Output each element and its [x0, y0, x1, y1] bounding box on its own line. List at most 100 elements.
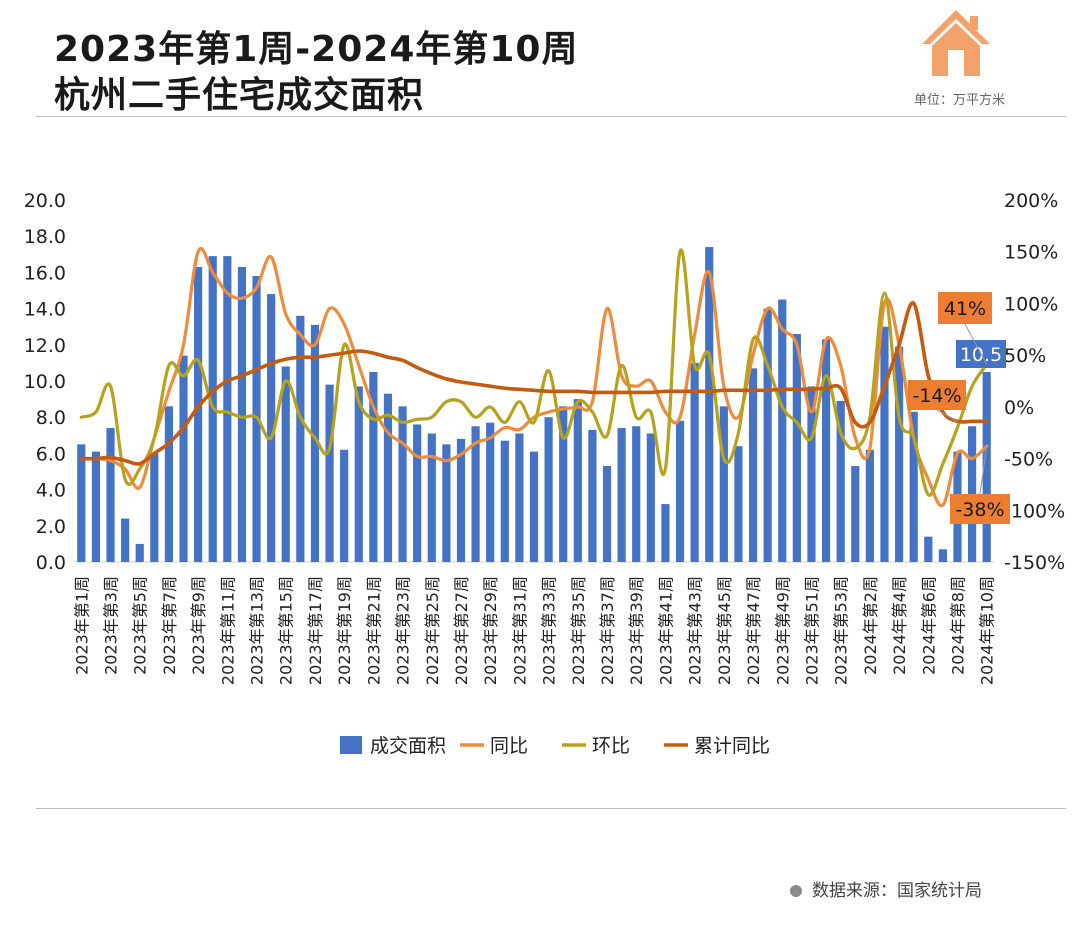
- y-right-tick-label: -50%: [1004, 449, 1053, 471]
- bar-chengjiao-mianji: [281, 366, 290, 562]
- bar-chengjiao-mianji: [646, 433, 655, 562]
- bar-chengjiao-mianji: [807, 386, 816, 562]
- bar-chengjiao-mianji: [544, 417, 553, 562]
- bar-chengjiao-mianji: [325, 384, 334, 562]
- x-tick-label: 2024年第2周: [861, 576, 880, 675]
- bar-chengjiao-mianji: [588, 429, 597, 562]
- y-right-tick-label: 150%: [1004, 242, 1058, 264]
- data-label-leader: [979, 446, 988, 495]
- unit-label: 单位：万平方米: [914, 93, 1006, 108]
- bar-chengjiao-mianji: [559, 406, 568, 562]
- bar-chengjiao-mianji: [792, 333, 801, 562]
- bar-chengjiao-mianji: [675, 420, 685, 562]
- y-right-tick-label: 0%: [1004, 397, 1034, 419]
- data-label-leader: [964, 323, 988, 365]
- bar-chengjiao-mianji: [383, 393, 393, 562]
- bar-chengjiao-mianji: [602, 466, 612, 562]
- bar-chengjiao-mianji: [164, 406, 174, 562]
- line-leiji-tongbi: [79, 301, 989, 466]
- x-tick-label: 2023年第53周: [832, 576, 851, 685]
- bar-chengjiao-mianji: [909, 411, 918, 562]
- bar-chengjiao-mianji: [734, 446, 743, 562]
- chart-title-line-2: 杭州二手住宅成交面积: [54, 75, 425, 116]
- data-label: 41%: [944, 298, 986, 320]
- x-tick-label: 2023年第15周: [277, 576, 296, 685]
- x-tick-label: 2023年第41周: [656, 576, 675, 685]
- bar-chengjiao-mianji: [237, 266, 247, 562]
- data-label: -14%: [912, 385, 961, 407]
- bar-chengjiao-mianji: [135, 543, 144, 562]
- header-divider: [36, 116, 1066, 117]
- bar-chengjiao-mianji: [310, 324, 320, 562]
- x-tick-label: 2024年第8周: [948, 576, 967, 675]
- house-icon: [922, 10, 990, 76]
- y-left-tick-label: 10.0: [24, 371, 66, 393]
- data-source-text: 数据来源：国家统计局: [812, 881, 982, 901]
- x-tick-label: 2023年第27周: [452, 576, 471, 685]
- x-tick-label: 2023年第11周: [218, 576, 237, 685]
- y-left-tick-label: 6.0: [36, 443, 66, 465]
- bar-chengjiao-mianji: [121, 518, 130, 562]
- legend-label: 同比: [490, 735, 528, 757]
- bar-chengjiao-mianji: [223, 256, 232, 562]
- y-left-tick-label: 8.0: [36, 407, 66, 429]
- y-right-tick-label: -150%: [1004, 552, 1065, 574]
- x-tick-label: 2023年第23周: [394, 576, 413, 685]
- bar-chengjiao-mianji: [748, 368, 758, 562]
- x-tick-label: 2024年第10周: [978, 576, 997, 685]
- x-tick-label: 2023年第5周: [131, 576, 150, 675]
- y-left-tick-label: 18.0: [24, 226, 66, 248]
- bar-chengjiao-mianji: [354, 386, 363, 562]
- y-left-tick-label: 4.0: [36, 480, 66, 502]
- bar-chengjiao-mianji: [938, 549, 947, 562]
- legend: 成交面积 同比 环比 累计同比: [340, 735, 770, 757]
- x-tick-label: 2023年第1周: [72, 576, 91, 675]
- axes-layer: 0.0 2.0 4.0 6.0 8.0 10.0 12.0 14.0 16.0 18.0 20.0 -…: [24, 190, 1066, 685]
- x-tick-label: 2023年第17周: [306, 576, 325, 685]
- x-tick-label: 2023年第21周: [364, 576, 383, 685]
- bar-chengjiao-mianji: [719, 406, 728, 562]
- bar-chengjiao-mianji: [763, 308, 772, 562]
- x-tick-label: 2023年第51周: [802, 576, 821, 685]
- bar-chengjiao-mianji: [690, 362, 699, 562]
- combo-chart: 0.0 2.0 4.0 6.0 8.0 10.0 12.0 14.0 16.0 18.0 20.0 -…: [24, 190, 1066, 757]
- y-left-tick-label: 0.0: [36, 552, 66, 574]
- x-tick-label: 2023年第49周: [773, 576, 792, 685]
- bar-chengjiao-mianji: [106, 428, 115, 562]
- x-tick-label: 2023年第39周: [627, 576, 646, 685]
- bar-chengjiao-mianji: [821, 339, 831, 562]
- footer-divider: [36, 808, 1066, 809]
- y-left-tick-label: 12.0: [24, 335, 66, 357]
- bar-chengjiao-mianji: [836, 400, 845, 562]
- x-tick-label: 2023年第25周: [423, 576, 442, 685]
- line-tongbi: [79, 247, 989, 508]
- data-label-box: [938, 292, 992, 324]
- x-tick-label: 2023年第3周: [102, 576, 121, 675]
- data-label-leader: [936, 409, 958, 422]
- data-label-box: [950, 494, 1010, 524]
- x-tick-label: 2023年第35周: [569, 576, 588, 685]
- bar-chengjiao-mianji: [661, 504, 670, 562]
- legend-swatch-bar: [340, 736, 362, 754]
- y-left-tick-label: 20.0: [24, 190, 66, 212]
- bar-chengjiao-mianji: [778, 299, 787, 562]
- x-tick-label: 2023年第7周: [160, 576, 179, 675]
- bar-chengjiao-mianji: [851, 466, 860, 562]
- bar-chengjiao-mianji: [894, 346, 904, 562]
- bar-chengjiao-mianji: [413, 424, 422, 562]
- bar-chengjiao-mianji: [179, 355, 188, 562]
- bar-chengjiao-mianji: [486, 422, 495, 562]
- y-left-tick-label: 14.0: [24, 299, 66, 321]
- y-right-tick-label: 200%: [1004, 190, 1058, 212]
- y-left-tick-label: 2.0: [36, 516, 66, 538]
- x-tick-label: 2023年第29周: [481, 576, 500, 685]
- y-right-tick-label: -100%: [1004, 500, 1065, 522]
- bar-chengjiao-mianji: [617, 428, 626, 562]
- bar-chengjiao-mianji: [369, 371, 378, 562]
- legend-label: 累计同比: [694, 735, 770, 757]
- bar-chengjiao-mianji: [456, 438, 466, 562]
- bar-chengjiao-mianji: [573, 399, 582, 562]
- bar-chengjiao-mianji: [632, 426, 641, 562]
- bar-chengjiao-mianji: [471, 426, 480, 562]
- bar-chengjiao-mianji: [865, 449, 874, 562]
